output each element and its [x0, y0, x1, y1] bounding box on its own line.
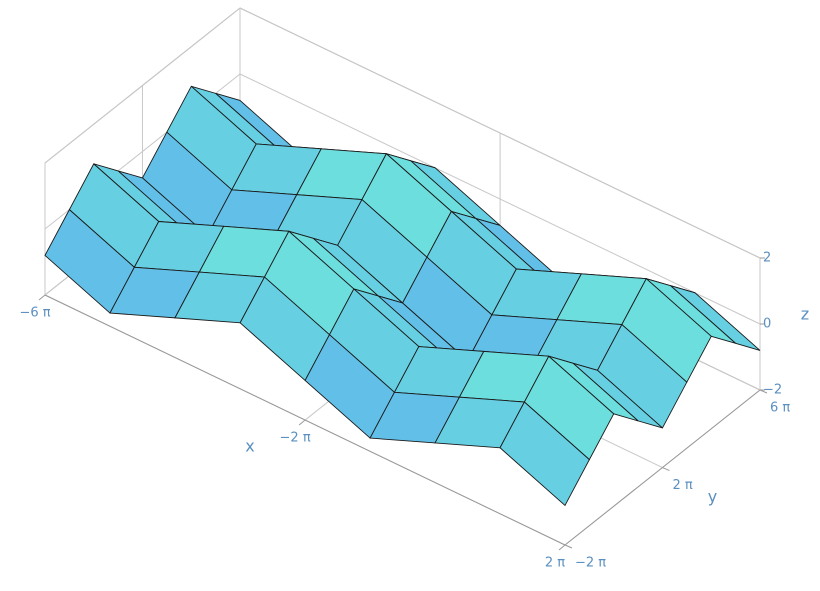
x-tick-label: −6 π	[19, 306, 50, 321]
x-tick-label: −2 π	[280, 431, 311, 446]
x-axis-label: x	[245, 437, 254, 456]
y-axis-label: y	[708, 487, 717, 506]
y-tick-label: 2 π	[672, 478, 692, 493]
y-tick-label: 6 π	[770, 401, 790, 416]
y-tick-label: −2 π	[575, 556, 606, 571]
x-tick	[558, 544, 566, 551]
grid-line	[44, 7, 241, 164]
z-tick-label: 0	[763, 317, 771, 332]
z-tick-label: 2	[763, 251, 771, 266]
z-axis-label: z	[801, 305, 809, 324]
grid-line	[239, 7, 761, 259]
y-tick	[564, 544, 573, 549]
y-tick	[662, 467, 670, 471]
surface	[44, 85, 761, 507]
labels: −6 π −2 π 2 π −2 π 2 π 6 π −2 0 2 x y z	[19, 251, 809, 571]
x-tick	[298, 419, 306, 426]
x-tick-label: 2 π	[545, 556, 565, 571]
surface-patch	[499, 401, 590, 507]
z-tick-label: −2	[763, 383, 782, 398]
x-tick	[38, 294, 46, 301]
